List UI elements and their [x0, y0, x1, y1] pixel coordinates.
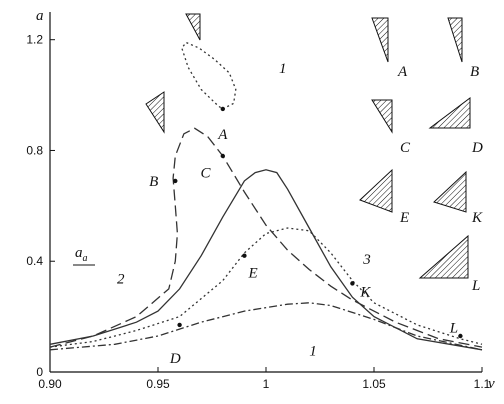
series-line-2	[49, 127, 483, 348]
series-line-1	[181, 41, 237, 110]
point-label-C: C	[201, 166, 212, 182]
point-D	[177, 322, 182, 328]
point-K	[350, 281, 355, 286]
x-tick-label: 0.90	[38, 377, 62, 391]
series-line-3	[49, 169, 483, 351]
inset-shape-E	[359, 168, 393, 213]
series-line-0	[49, 302, 483, 351]
inset-label-C: C	[400, 140, 411, 156]
insets-layer: A B C D E K L	[145, 13, 483, 294]
inset-shape-B	[447, 17, 463, 63]
inset-shape-L	[418, 234, 469, 279]
series-layer: 1 1 2 3	[49, 41, 483, 359]
points-layer: A B C D E K L	[149, 106, 463, 367]
point-A	[220, 106, 225, 112]
series-label-0: 1	[309, 343, 317, 359]
inset-label-L: L	[471, 278, 480, 294]
x-axis-label: ν	[488, 376, 495, 392]
point-label-K: K	[359, 285, 371, 301]
a-a-annotation: aa	[75, 245, 88, 264]
point-label-D: D	[169, 351, 181, 367]
a-a-main: a	[75, 245, 83, 261]
x-tick-label: 1.05	[362, 377, 386, 391]
y-tick-label: 0.4	[26, 254, 43, 268]
a-a-sub: a	[83, 253, 88, 264]
x-tick-label: 1	[263, 377, 270, 391]
axes: 0.90 0.95 1 1.05 1.1 0 0.4 0.8 1.2 ν a	[26, 8, 495, 392]
point-label-E: E	[247, 265, 257, 281]
point-L	[458, 333, 463, 339]
series-label-4: 3	[362, 252, 371, 268]
wedge-sketch-mid	[145, 91, 165, 134]
series-label-1: 1	[279, 61, 287, 77]
y-tick-label: 0.8	[26, 143, 43, 157]
x-tick-label: 0.95	[146, 377, 170, 391]
wedge-sketch-top	[185, 13, 201, 41]
point-label-A: A	[217, 127, 228, 143]
inset-label-B: B	[470, 64, 479, 80]
inset-label-D: D	[471, 140, 483, 156]
series-line-4	[49, 227, 483, 348]
y-tick-label: 0	[36, 365, 43, 379]
inset-shape-D	[428, 97, 471, 129]
point-B	[173, 178, 178, 184]
inset-label-K: K	[471, 210, 483, 226]
point-E	[242, 253, 247, 258]
inset-shape-K	[433, 170, 467, 213]
y-tick-label: 1.2	[26, 33, 43, 47]
series-label-2: 2	[117, 271, 125, 287]
inset-label-E: E	[399, 210, 409, 226]
x-tick-label: 1.1	[474, 377, 491, 391]
point-label-B: B	[149, 174, 158, 190]
inset-shape-A	[371, 17, 389, 63]
point-C	[220, 153, 225, 159]
inset-label-A: A	[397, 64, 408, 80]
point-label-L: L	[449, 321, 458, 337]
y-axis-label: a	[36, 8, 44, 24]
inset-shape-C	[371, 99, 393, 134]
